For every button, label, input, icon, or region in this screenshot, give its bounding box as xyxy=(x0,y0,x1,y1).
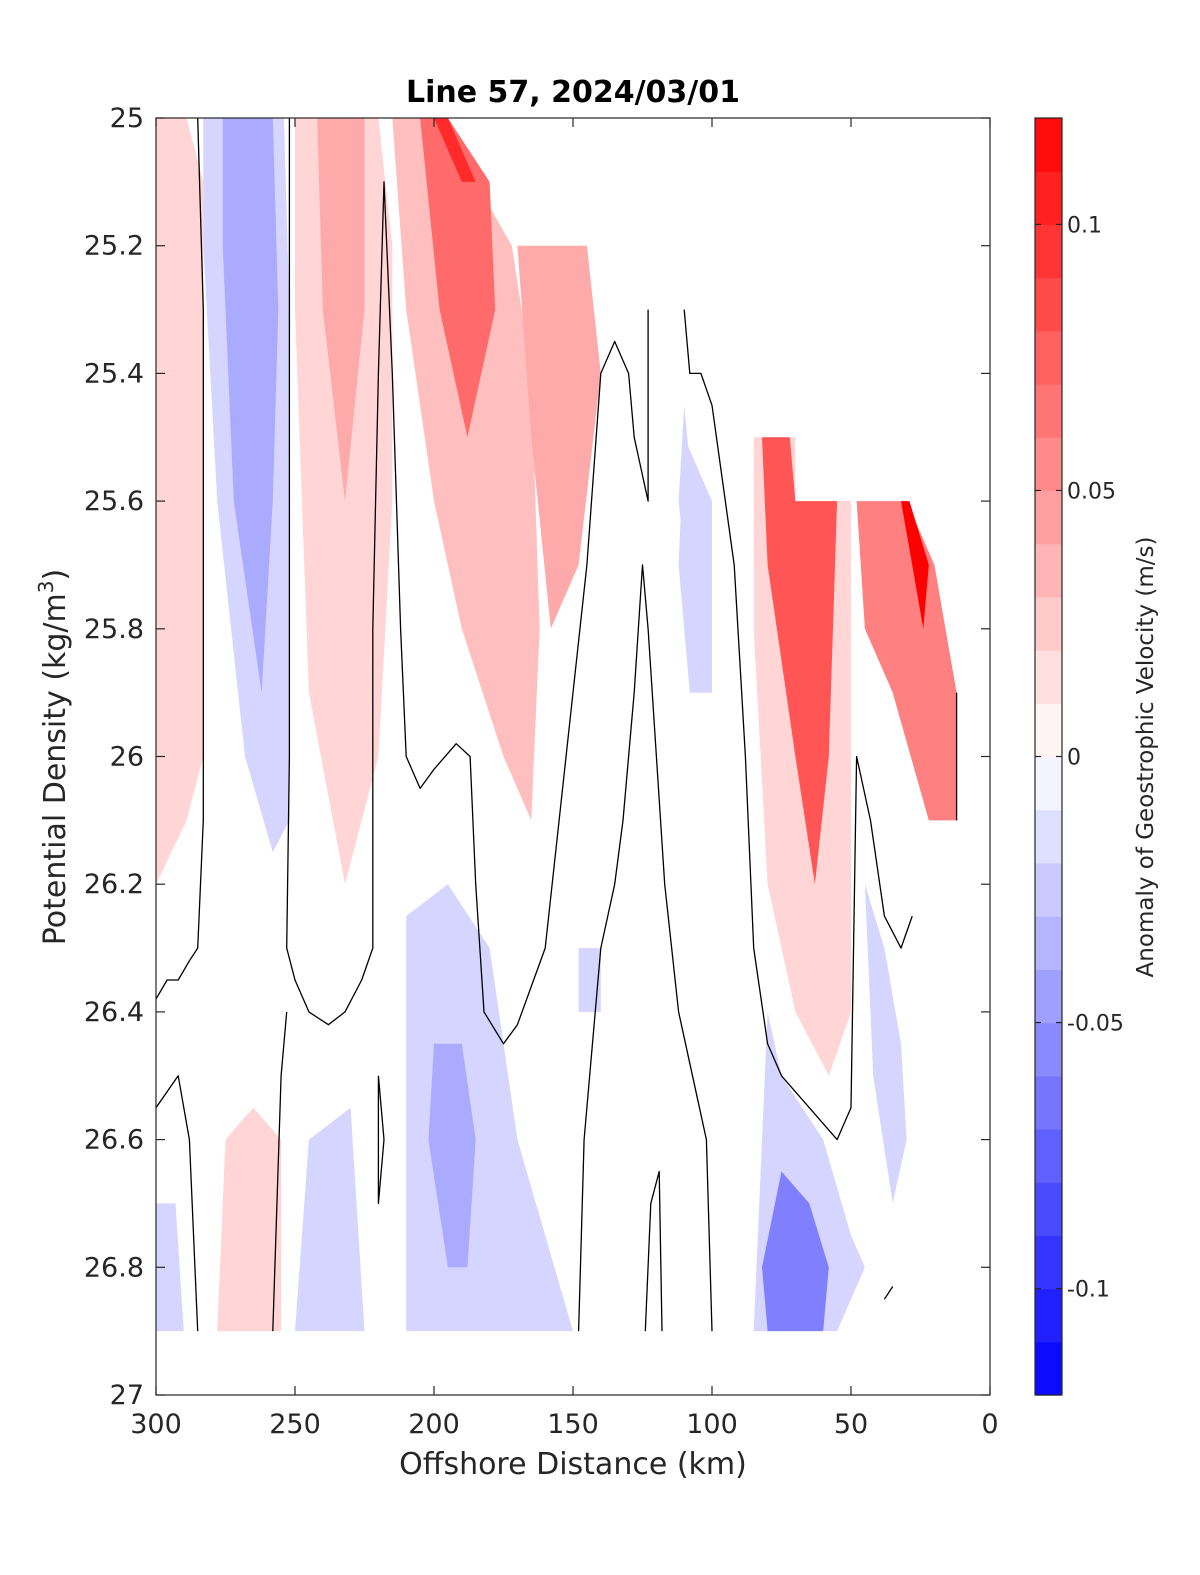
contour-region-positive xyxy=(156,118,204,885)
contour-region-positive xyxy=(317,118,365,502)
colorbar-swatch xyxy=(1035,1288,1062,1343)
contour-region-positive xyxy=(434,118,476,182)
x-tick-label: 100 xyxy=(686,1409,738,1440)
colorbar-swatch xyxy=(1035,916,1062,970)
zero-contour-line xyxy=(272,1011,288,1332)
zero-contour-line xyxy=(156,118,204,1000)
colorbar-swatch xyxy=(1035,171,1062,226)
colorbar: 0.1 0.05 0 -0.05 -0.1 xyxy=(1034,117,1124,1396)
colorbar-tick-label: 0 xyxy=(1067,746,1081,771)
contour-region-positive xyxy=(295,118,393,885)
y-tick-label: 25.4 xyxy=(84,358,144,389)
colorbar-swatch xyxy=(1035,490,1062,545)
x-tick-label: 300 xyxy=(130,1409,182,1440)
y-axis-label-close: ) xyxy=(38,569,73,581)
x-tick-label: 0 xyxy=(981,1409,998,1440)
contour-region-positive xyxy=(856,501,957,821)
colorbar-swatch xyxy=(1035,1022,1062,1077)
y-tick-label: 25.6 xyxy=(84,486,144,517)
zero-contour-line xyxy=(377,1075,385,1205)
zero-contour-line xyxy=(577,564,713,1332)
plot-area: 300 250 200 150 100 50 0 2525.225.425.625.8262… xyxy=(84,103,999,1440)
chart-title: Line 57, 2024/03/01 xyxy=(406,75,740,110)
y-axis-label: Potential Density (kg/m3) xyxy=(34,569,73,945)
colorbar-swatch xyxy=(1035,384,1062,438)
contour-region-positive xyxy=(762,437,838,885)
colorbar-swatch xyxy=(1035,650,1062,704)
colorbar-swatch xyxy=(1035,1341,1062,1396)
contour-region-negative xyxy=(222,118,279,693)
colorbar-swatch xyxy=(1035,703,1062,758)
contour-region-positive xyxy=(901,501,929,629)
contour-region-negative xyxy=(295,1107,365,1332)
colorbar-swatch xyxy=(1035,1182,1062,1236)
x-tick-label: 150 xyxy=(547,1409,599,1440)
contour-region-negative xyxy=(578,948,601,1012)
colorbar-swatch xyxy=(1035,1075,1062,1130)
colorbar-swatch xyxy=(1035,330,1062,385)
colorbar-swatch xyxy=(1035,1235,1062,1290)
x-tick-label: 200 xyxy=(408,1409,460,1440)
contour-region-positive xyxy=(517,245,601,629)
y-tick-label: 26.2 xyxy=(84,869,144,900)
x-tick-label: 250 xyxy=(269,1409,321,1440)
colorbar-swatch xyxy=(1035,862,1062,917)
colorbar-swatch xyxy=(1035,596,1062,651)
colorbar-swatch xyxy=(1035,756,1062,811)
zero-contour-line xyxy=(286,118,649,1045)
y-tick-label: 26.6 xyxy=(84,1125,144,1156)
colorbar-tick-label: 0.05 xyxy=(1067,479,1116,504)
colorbar-tick-label: -0.1 xyxy=(1067,1278,1110,1303)
y-tick-label: 26.4 xyxy=(84,997,144,1028)
x-tick-label: 50 xyxy=(834,1409,868,1440)
contour-region-negative xyxy=(678,405,712,693)
zero-contour-line xyxy=(156,1075,199,1332)
colorbar-ticks: 0.1 0.05 0 -0.05 -0.1 xyxy=(1035,213,1124,1303)
y-tick-label: 25.2 xyxy=(84,231,144,262)
zero-contour-line xyxy=(683,309,913,1141)
zero-contour-line xyxy=(883,1286,894,1300)
y-tick-label: 25.8 xyxy=(84,614,144,645)
colorbar-swatch xyxy=(1035,809,1062,864)
contour-region-negative xyxy=(428,1043,476,1268)
y-axis-label-main: Potential Density (kg/m xyxy=(38,593,73,945)
colorbar-label: Anomaly of Geostrophic Velocity (m/s) xyxy=(1133,537,1159,978)
colorbar-swatch xyxy=(1035,543,1062,598)
x-axis-label: Offshore Distance (km) xyxy=(399,1447,747,1482)
colorbar-swatch xyxy=(1035,969,1062,1024)
contour-region-negative xyxy=(156,1203,184,1332)
y-tick-label: 25 xyxy=(110,103,144,134)
y-tick-label: 27 xyxy=(110,1380,144,1411)
y-tick-label: 26 xyxy=(110,742,144,773)
contour-region-negative xyxy=(762,1171,829,1332)
colorbar-swatch xyxy=(1035,437,1062,492)
contour-region-negative xyxy=(864,884,907,1204)
zero-contour-line xyxy=(644,1170,663,1332)
y-axis: 25 25.2 25.4 25.6 25.8 26 26.2 26.4 26.6 26.8 27 xyxy=(84,103,990,1411)
contour-fills xyxy=(156,118,957,1332)
colorbar-swatch xyxy=(1035,277,1062,332)
y-axis-label-superscript: 3 xyxy=(34,580,58,593)
colorbar-tick-label: 0.1 xyxy=(1067,213,1102,238)
colorbar-swatches xyxy=(1035,118,1062,1396)
colorbar-swatch xyxy=(1035,1128,1062,1183)
x-axis: 300 250 200 150 100 50 0 xyxy=(130,118,999,1440)
zero-contours xyxy=(156,118,958,1332)
colorbar-swatch xyxy=(1035,224,1062,279)
colorbar-tick-label: -0.05 xyxy=(1067,1012,1124,1037)
contour-region-positive xyxy=(217,1107,282,1332)
contour-region-positive xyxy=(392,118,540,821)
colorbar-swatch xyxy=(1035,118,1062,172)
y-tick-label: 26.8 xyxy=(84,1252,144,1283)
contour-region-positive xyxy=(420,118,496,438)
